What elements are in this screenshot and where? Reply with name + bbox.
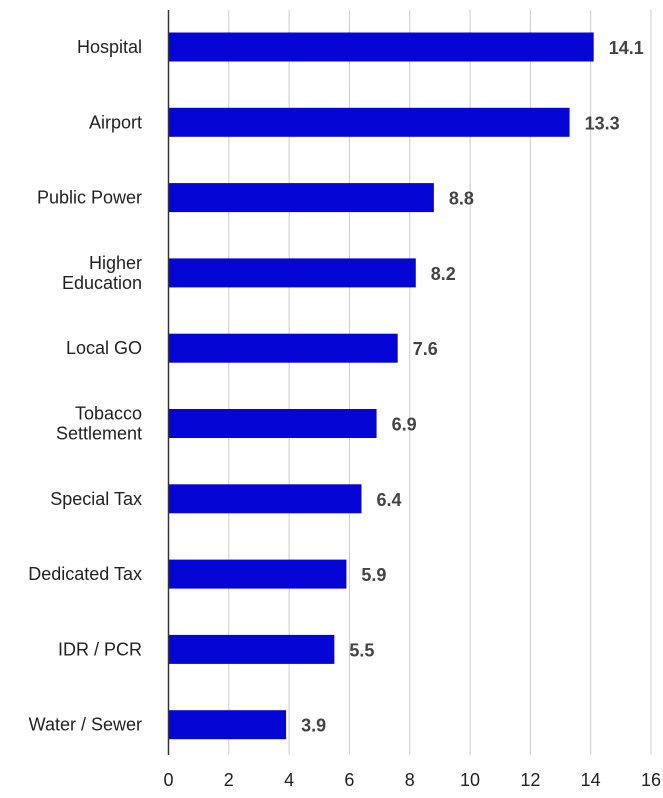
bar [168, 710, 287, 740]
bar [168, 634, 335, 664]
bar [168, 559, 347, 589]
labels: 0 2 4 6 8 10 12 14 16 Hospital 14.1 Airport 13.3 Publ… [28, 37, 661, 790]
x-tick-label: 6 [344, 770, 354, 790]
x-tick-label: 0 [163, 770, 173, 790]
category-label: Dedicated Tax [28, 564, 142, 584]
bar [168, 409, 377, 438]
x-tick-label: 16 [641, 770, 661, 790]
x-tick-label: 14 [581, 770, 601, 790]
value-label: 5.5 [349, 640, 374, 660]
bars [168, 32, 594, 740]
bar [168, 258, 416, 288]
value-label: 7.6 [413, 339, 438, 359]
bar [168, 333, 398, 363]
bar [168, 32, 594, 62]
category-label: Special Tax [50, 489, 142, 509]
category-label: Public Power [37, 188, 142, 208]
bar [168, 183, 434, 213]
value-label: 5.9 [361, 565, 386, 585]
category-label: Higher Education [62, 253, 142, 293]
value-label: 6.9 [392, 415, 417, 435]
value-label: 13.3 [585, 113, 620, 133]
category-label: Tobacco Settlement [56, 404, 142, 444]
category-label: Airport [89, 112, 142, 132]
x-tick-label: 12 [520, 770, 540, 790]
x-tick-label: 2 [224, 770, 234, 790]
value-label: 6.4 [377, 490, 402, 510]
category-label: Hospital [77, 37, 142, 57]
x-tick-label: 10 [460, 770, 480, 790]
category-label: IDR / PCR [58, 639, 142, 659]
x-tick-label: 4 [284, 770, 294, 790]
bar [168, 107, 570, 137]
value-label: 8.8 [449, 189, 474, 209]
bar [168, 484, 362, 514]
value-label: 3.9 [301, 716, 326, 736]
category-label: Local GO [66, 338, 142, 358]
value-label: 8.2 [431, 264, 456, 284]
value-label: 14.1 [609, 38, 644, 58]
x-tick-label: 8 [405, 770, 415, 790]
category-label: Water / Sewer [29, 715, 142, 735]
